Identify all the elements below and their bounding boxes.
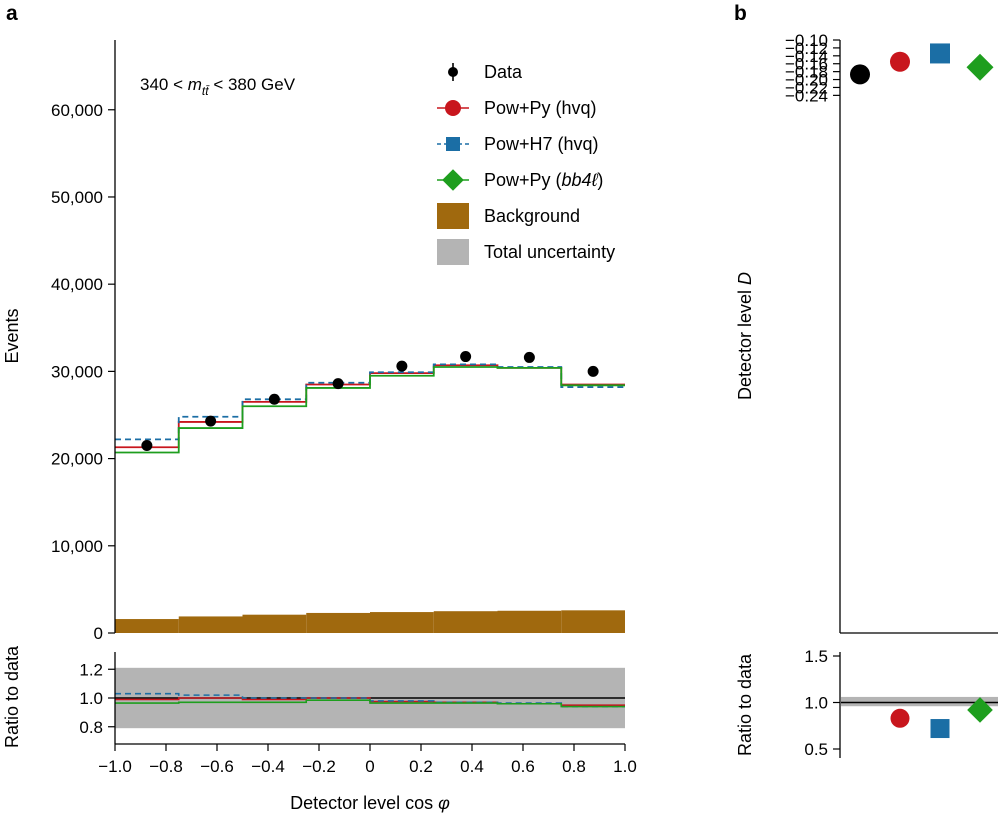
panel-b-ratio-y-axis-label: Ratio to data	[735, 653, 755, 756]
x-tick-label: −0.4	[251, 757, 285, 776]
y-tick-label: 30,000	[51, 362, 103, 381]
data-point	[523, 351, 535, 363]
b-y-tick-label: −0.20	[785, 71, 828, 90]
legend-background-swatch	[437, 203, 469, 229]
ratio-y-tick-label: 0.8	[79, 718, 103, 737]
data-point	[396, 360, 408, 372]
hvq_py-ratio-point	[890, 708, 910, 728]
mass-range-annotation: 340 < mtt̄ < 380 GeV	[140, 75, 296, 98]
b-y-tick-label: −0.10	[785, 31, 828, 50]
background-bar	[306, 612, 370, 633]
x-tick-label: −0.8	[149, 757, 183, 776]
data-point	[850, 64, 870, 85]
hvq_h7-ratio-point	[930, 719, 950, 739]
bb4l-ratio-point	[967, 697, 993, 723]
data-point	[268, 393, 280, 405]
b-y-tick-label: −0.12	[785, 39, 828, 58]
b-y-tick-label: −0.18	[785, 63, 828, 82]
b-y-tick-label: −0.16	[785, 55, 828, 74]
panel-a-main-plot: 0 10,000 20,000 30,000 40,000 50,000 60,000 Ev…	[2, 40, 625, 643]
panel-b-y-axis-label: Detector level D	[735, 272, 755, 400]
data-point	[460, 351, 472, 363]
panel-b-label: b	[734, 2, 747, 25]
legend-label: Pow+H7 (hvq)	[484, 134, 599, 154]
data-point	[587, 365, 599, 377]
x-tick-label: 0.4	[460, 757, 484, 776]
bb4l-point	[966, 53, 994, 81]
x-tick-label: 0	[365, 757, 374, 776]
b-y-tick-label: −0.22	[785, 78, 828, 97]
data-point	[205, 415, 217, 427]
legend-uncertainty-swatch	[437, 239, 469, 265]
panel-a-ratio-plot: 0.8 1.0 1.2 −1.0 −0.8 −0.6 −0.4 −0.2 0 0.2 0.4 0.6…	[2, 645, 637, 813]
background-bar	[561, 610, 625, 633]
background-bar	[370, 612, 434, 633]
data-point	[141, 440, 153, 452]
y-tick-label: 10,000	[51, 537, 103, 556]
b-ratio-y-tick-label: 1.0	[804, 694, 828, 713]
x-tick-label: 0.8	[562, 757, 586, 776]
data-point	[332, 378, 344, 390]
background-bar	[178, 616, 243, 633]
legend-label: Background	[484, 206, 580, 226]
panel-a-ratio-y-axis-label: Ratio to data	[2, 645, 22, 748]
b-y-tick-label: −0.14	[785, 47, 828, 66]
y-tick-label: 50,000	[51, 188, 103, 207]
ratio-y-tick-label: 1.2	[79, 660, 103, 679]
background-bar	[433, 611, 498, 633]
panel-a-label: a	[6, 2, 18, 25]
y-tick-label: 40,000	[51, 275, 103, 294]
x-tick-label: −1.0	[98, 757, 132, 776]
panel-b-ratio-plot: 1.5 1.0 0.5 Ratio to data	[735, 647, 998, 759]
b-y-tick-label: −0.24	[785, 86, 828, 105]
background-bar	[242, 614, 307, 633]
y-tick-label: 20,000	[51, 450, 103, 469]
legend-hvq_py-marker	[445, 100, 461, 116]
legend: Data Pow+Py (hvq) Pow+H7 (hvq) Pow+Py (bb4ℓ…	[437, 62, 615, 265]
legend-label: Pow+Py (bb4ℓ)	[484, 170, 603, 190]
x-tick-label: 1.0	[613, 757, 637, 776]
b-uncertainty-band	[841, 696, 998, 707]
bb4l-step-line	[115, 366, 625, 454]
legend-hvq_h7-marker	[446, 137, 460, 151]
x-tick-label: 0.2	[409, 757, 433, 776]
legend-label: Total uncertainty	[484, 242, 615, 262]
y-tick-label: 0	[94, 624, 103, 643]
y-tick-label: 60,000	[51, 101, 103, 120]
hvq_py-point	[890, 51, 910, 72]
legend-label: Pow+Py (hvq)	[484, 98, 597, 118]
background-bar	[115, 619, 179, 633]
bb4l-ratio-line	[115, 699, 625, 708]
legend-label: Data	[484, 62, 523, 82]
background-bar	[497, 610, 562, 633]
panel-a-x-axis-label: Detector level cos φ	[290, 793, 450, 813]
x-tick-label: −0.2	[302, 757, 336, 776]
b-ratio-y-tick-label: 1.5	[804, 647, 828, 666]
panel-b-main-plot: −0.10−0.12−0.14−0.16−0.18−0.20−0.22−0.24…	[735, 31, 998, 634]
hvq_h7-point	[930, 43, 950, 64]
panel-a-y-axis-label: Events	[2, 308, 22, 363]
legend-data-marker	[448, 67, 458, 77]
x-tick-label: 0.6	[511, 757, 535, 776]
legend-bb4l-marker	[442, 169, 464, 191]
b-ratio-y-tick-label: 0.5	[804, 740, 828, 759]
ratio-y-tick-label: 1.0	[79, 689, 103, 708]
x-tick-label: −0.6	[200, 757, 234, 776]
